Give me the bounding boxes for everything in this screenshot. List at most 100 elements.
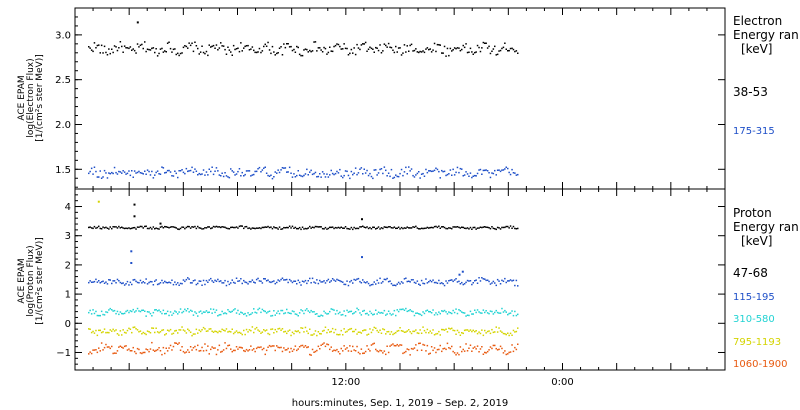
data-point: [436, 168, 439, 171]
data-point: [129, 328, 132, 330]
data-point: [403, 227, 406, 229]
data-point: [286, 171, 288, 173]
data-point: [276, 312, 278, 314]
data-point-spike: [133, 215, 136, 218]
data-point: [300, 344, 302, 347]
data-point: [385, 169, 387, 172]
data-point: [225, 312, 228, 315]
data-point: [463, 227, 466, 229]
data-point: [387, 351, 390, 354]
data-point: [342, 313, 344, 316]
data-point: [471, 283, 473, 286]
data-point: [88, 226, 90, 229]
data-point: [353, 330, 355, 333]
data-point: [428, 48, 430, 51]
data-point: [93, 42, 96, 44]
data-point: [465, 343, 467, 345]
data-point: [95, 329, 97, 332]
data-point: [237, 280, 239, 282]
data-point: [389, 175, 391, 178]
data-point: [271, 314, 274, 317]
proton-legend-energy: Energy ran: [733, 220, 799, 234]
data-point: [389, 226, 391, 228]
data-point: [164, 50, 166, 52]
data-point: [131, 331, 133, 334]
data-point: [343, 310, 345, 312]
data-point: [443, 170, 446, 173]
legend-entries: 38-53175-31547-68115-195310-580795-11931…: [733, 85, 788, 370]
data-point: [174, 226, 176, 229]
data-point: [367, 314, 370, 316]
data-point: [287, 281, 289, 284]
data-point: [354, 53, 357, 56]
data-point: [212, 173, 215, 176]
data-point: [349, 228, 351, 230]
data-point: [372, 283, 374, 286]
data-point: [320, 281, 322, 283]
data-point: [380, 311, 383, 314]
data-point: [475, 175, 477, 177]
data-point: [293, 48, 295, 51]
data-point: [485, 226, 487, 228]
data-point: [156, 227, 159, 230]
data-point: [363, 226, 365, 228]
data-point: [132, 279, 134, 281]
data-point: [131, 310, 133, 313]
data-point: [195, 45, 198, 47]
data-point: [174, 281, 176, 283]
data-point: [329, 331, 331, 333]
data-point: [146, 169, 149, 171]
data-point: [369, 46, 371, 48]
data-point: [123, 227, 126, 230]
data-point: [426, 309, 429, 311]
data-point: [146, 283, 149, 285]
data-point: [88, 172, 90, 175]
data-point: [498, 227, 500, 229]
data-point: [162, 227, 165, 229]
data-point: [232, 281, 235, 284]
data-point: [126, 172, 129, 175]
data-point: [255, 347, 258, 350]
data-point: [482, 278, 485, 280]
data-point: [441, 52, 443, 54]
data-point: [261, 50, 264, 52]
data-point: [102, 176, 104, 178]
data-point: [462, 283, 464, 286]
data-point: [461, 332, 463, 334]
data-point: [201, 284, 203, 286]
data-point: [211, 280, 213, 282]
data-point: [294, 176, 297, 178]
data-point: [264, 330, 266, 332]
data-point: [408, 50, 410, 52]
data-point: [426, 226, 429, 229]
data-point: [103, 227, 106, 229]
data-point: [199, 349, 202, 352]
data-point: [109, 307, 111, 310]
data-point: [294, 313, 297, 315]
data-point: [479, 332, 482, 335]
data-point: [177, 52, 179, 55]
data-point: [181, 326, 183, 328]
data-point: [276, 330, 278, 333]
data-point: [418, 313, 420, 315]
data-point: [379, 349, 381, 352]
data-point: [133, 311, 136, 313]
data-point: [412, 348, 414, 350]
data-point: [465, 43, 467, 45]
data-point: [230, 51, 232, 53]
data-point: [89, 47, 91, 49]
data-point: [118, 313, 120, 316]
data-point: [452, 49, 454, 51]
data-point: [208, 44, 210, 46]
data-point: [128, 170, 130, 172]
data-point: [113, 226, 116, 228]
data-point: [288, 166, 291, 169]
data-point: [235, 48, 238, 50]
data-point: [257, 51, 259, 53]
data-point: [178, 342, 180, 344]
data-point: [393, 176, 396, 179]
data-point: [243, 329, 245, 332]
data-point: [192, 50, 195, 53]
data-point: [192, 347, 195, 349]
data-point: [273, 176, 275, 178]
